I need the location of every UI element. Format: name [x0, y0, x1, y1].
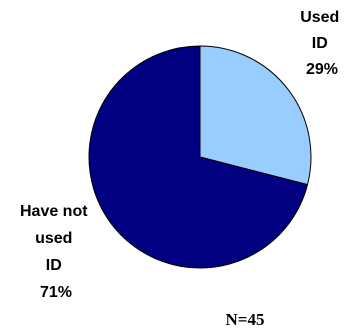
label-have-not-used-id-line-3: ID — [46, 257, 62, 274]
pie-slices — [88, 45, 312, 269]
label-have-not-used-id-line-1: Have not — [20, 203, 88, 220]
label-have-not-used-id-line-2: used — [35, 230, 72, 247]
label-have-not-used-id-line-4: 71% — [40, 284, 72, 301]
label-used-id-line-1: Used — [300, 9, 339, 26]
label-used-id-line-2: ID — [312, 35, 328, 52]
slice-used-id — [199, 45, 312, 186]
slice-have-not-used-id — [88, 45, 309, 269]
label-have-not-used-id: Have not used ID 71% — [20, 203, 92, 301]
sample-size-note: N=45 — [226, 310, 265, 329]
label-used-id-line-3: 29% — [306, 61, 338, 78]
label-used-id: Used ID 29% — [300, 9, 344, 78]
